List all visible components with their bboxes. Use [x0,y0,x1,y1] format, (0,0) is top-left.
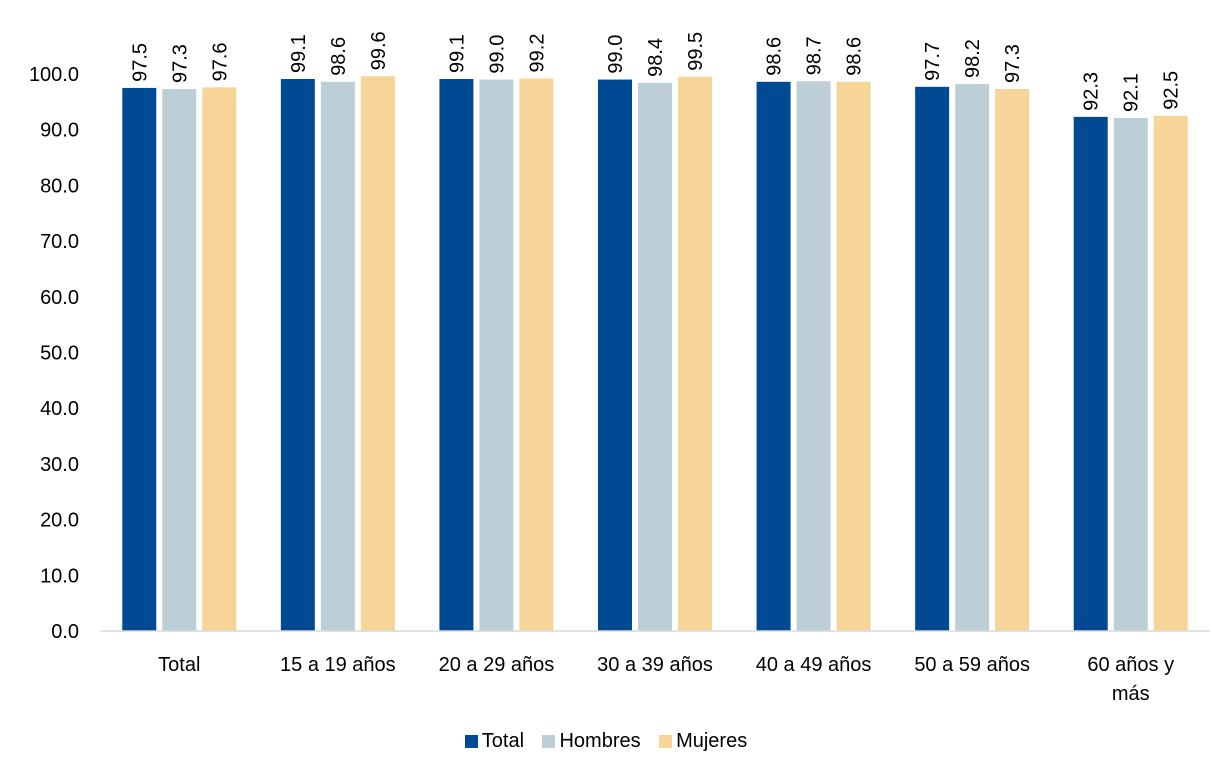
y-tick-label: 90.0 [40,120,79,142]
data-label: 97.3 [1002,44,1024,83]
y-tick-label: 20.0 [40,510,79,532]
x-category-label: 40 a 49 años [756,654,872,676]
bar [1073,116,1108,632]
bars [122,76,1188,632]
x-category-label: 50 a 59 años [914,654,1030,676]
bar-chart: 0.0 10.0 20.0 30.0 40.0 50.0 60.0 70.0 80.0 90.0 1… [29,31,1210,705]
x-category-label: 20 a 29 años [439,654,555,676]
data-label: 98.6 [764,37,786,76]
data-label: 99.1 [446,34,468,73]
legend: Total Hombres Mujeres [0,730,1212,758]
data-label: 99.0 [486,35,508,74]
data-label: 92.3 [1081,72,1103,111]
legend-item-mujeres[interactable]: Mujeres [659,730,747,753]
data-label: 92.1 [1121,73,1143,112]
bar [479,79,514,631]
y-tick-label: 70.0 [40,231,79,253]
data-label: 98.7 [804,36,826,75]
bar [796,81,831,632]
legend-item-hombres[interactable]: Hombres [542,730,641,753]
bar [360,76,395,631]
data-label: 97.7 [922,42,944,81]
y-tick-label: 60.0 [40,287,79,309]
x-axis-category-labels: Total 15 a 19 años 20 a 29 años 30 a 39 año… [158,654,1174,705]
data-label: 99.6 [368,31,390,70]
y-tick-label: 10.0 [40,565,79,587]
x-category-label: 60 años y [1087,654,1174,676]
legend-item-total[interactable]: Total [464,730,525,753]
data-label: 99.0 [605,35,627,74]
bar [1153,115,1188,631]
legend-swatch-mujeres [659,735,673,748]
data-label: 92.5 [1161,71,1183,110]
bar [202,87,237,632]
bar [638,82,672,632]
y-tick-label: 50.0 [40,343,79,365]
bar [519,78,554,632]
legend-label-total: Total [481,730,525,752]
x-category-label: Total [158,654,200,676]
y-tick-label: 40.0 [40,398,79,420]
legend-swatch-hombres [542,735,556,748]
x-category-label: 30 a 39 años [597,654,713,676]
bar [955,84,990,631]
y-tick-label: 80.0 [40,175,79,197]
bar [122,87,157,632]
data-label: 98.4 [645,38,667,77]
bar [836,81,871,632]
bar [915,86,950,632]
x-category-label: 15 a 19 años [280,654,396,676]
legend-swatch-total [464,735,478,748]
data-label: 97.3 [169,44,191,83]
bar [439,79,474,631]
bar [598,79,632,631]
y-tick-label: 100.0 [29,64,79,86]
bar [320,81,355,632]
data-label: 99.5 [685,32,707,71]
data-label: 98.6 [328,37,350,76]
bar [995,89,1030,631]
bar [678,76,712,631]
data-label: 97.5 [129,43,151,82]
data-label: 98.6 [844,37,866,76]
bar [756,81,791,632]
y-axis-tick-labels: 0.0 10.0 20.0 30.0 40.0 50.0 60.0 70.0 80.0 90.0 1… [29,64,79,643]
data-label: 99.1 [288,34,310,73]
bar [1113,118,1148,632]
y-tick-label: 30.0 [40,454,79,476]
x-category-label: más [1112,683,1150,705]
legend-label-hombres: Hombres [559,730,641,752]
legend-label-mujeres: Mujeres [676,730,748,752]
bar [280,79,315,631]
data-label: 98.2 [962,39,984,78]
bar [162,89,197,631]
data-label: 99.2 [526,34,548,73]
y-tick-label: 0.0 [51,621,79,643]
data-labels: 97.5 97.3 97.6 99.1 98.6 99.6 99.1 99.0 99.2 99.0… [129,31,1182,112]
data-label: 97.6 [209,42,231,81]
